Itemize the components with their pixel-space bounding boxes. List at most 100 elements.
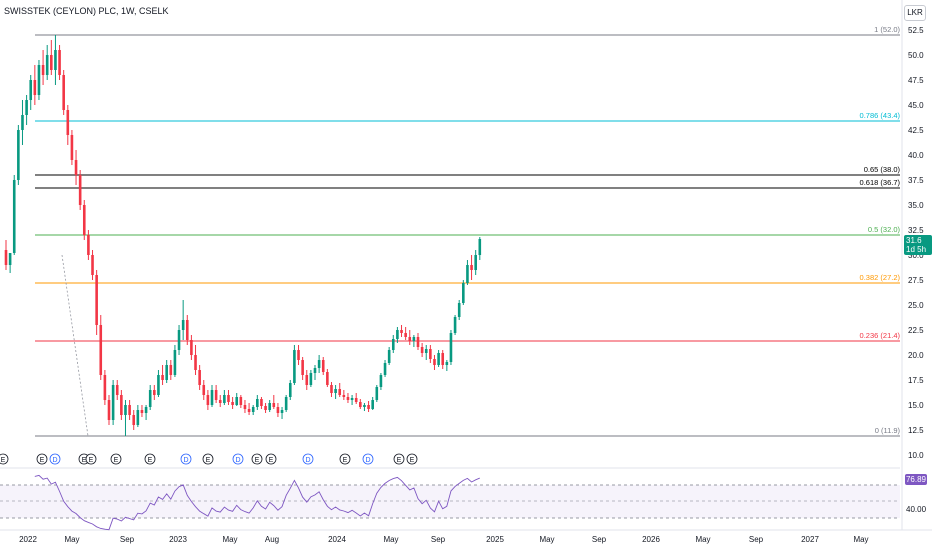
candle-body <box>276 407 280 413</box>
candle-body <box>387 350 391 363</box>
candle-body <box>321 360 325 372</box>
fib-level-label: 0.382 (27.2) <box>860 273 901 282</box>
currency-button[interactable]: LKR <box>904 5 926 21</box>
earnings-event-icon <box>0 453 9 465</box>
x-tick-label: May <box>64 535 79 544</box>
candle-body <box>33 80 37 95</box>
candle-body <box>235 397 239 405</box>
last-price-tag: 31.6 1d 5h <box>904 235 932 255</box>
rsi-value-tag: 76.89 <box>905 474 927 485</box>
candle-body <box>231 402 234 405</box>
event-label: D <box>305 457 310 464</box>
candle-body <box>17 130 20 180</box>
event-label: E <box>1 457 6 464</box>
y-tick-label: 25.0 <box>908 301 924 310</box>
candle-body <box>107 400 111 420</box>
y-tick-label: 35.0 <box>908 201 924 210</box>
event-label: E <box>343 457 348 464</box>
rsi-band <box>0 485 900 518</box>
candle-body <box>391 339 395 350</box>
event-label: E <box>89 457 94 464</box>
candle-body <box>45 55 49 75</box>
candle-body <box>408 337 412 341</box>
candle-body <box>338 389 342 395</box>
candle-body <box>223 395 226 403</box>
last-price-value: 31.6 <box>906 236 922 245</box>
event-label: E <box>82 457 87 464</box>
candle-body <box>111 385 115 420</box>
x-tick-label: Sep <box>431 535 446 544</box>
earnings-event-icon <box>110 453 122 465</box>
rsi-line <box>34 474 480 531</box>
candle-body <box>330 385 333 393</box>
candle-body <box>210 390 214 405</box>
x-tick-label: 2025 <box>486 535 504 544</box>
candle-body <box>449 333 453 362</box>
candle-body <box>453 317 457 333</box>
earnings-event-icon <box>265 453 277 465</box>
candle-body <box>190 340 193 355</box>
dividend-event-icon <box>232 453 244 465</box>
y-tick-label: 45.0 <box>908 101 924 110</box>
x-tick-label: 2022 <box>19 535 37 544</box>
candle-body <box>136 410 140 425</box>
x-tick-label: Sep <box>749 535 764 544</box>
candle-body <box>29 80 33 100</box>
y-tick-label: 32.5 <box>908 226 924 235</box>
candle-body <box>371 400 374 409</box>
candle-body <box>367 405 370 409</box>
candle-body <box>218 400 222 403</box>
y-tick-label: 20.0 <box>908 351 924 360</box>
event-label: D <box>235 457 240 464</box>
event-label: E <box>269 457 274 464</box>
candle-body <box>457 303 461 317</box>
x-tick-label: 2024 <box>328 535 346 544</box>
candle-body <box>66 110 70 135</box>
candle-body <box>82 205 86 235</box>
candle-body <box>41 65 45 75</box>
candle-body <box>74 160 78 175</box>
x-tick-label: May <box>222 535 237 544</box>
event-label: D <box>52 457 57 464</box>
candle-body <box>185 320 189 340</box>
candle-body <box>346 397 350 400</box>
candle-body <box>288 383 292 397</box>
candle-body <box>202 385 206 395</box>
candle-body <box>326 372 329 385</box>
candle-body <box>8 253 12 265</box>
earnings-event-icon <box>406 453 418 465</box>
candle-body <box>379 375 383 387</box>
event-label: E <box>40 457 45 464</box>
candle-body <box>37 65 41 95</box>
candle-body <box>478 239 482 255</box>
y-tick-label: 52.5 <box>908 26 924 35</box>
candle-body <box>214 390 218 400</box>
fib-level-label: 0.236 (21.4) <box>860 331 901 340</box>
y-tick-label: 42.5 <box>908 126 924 135</box>
candle-body <box>251 407 255 412</box>
candle-body <box>256 399 259 407</box>
candle-body <box>243 405 247 409</box>
candle-body <box>359 402 362 407</box>
event-label: E <box>397 457 402 464</box>
candle-body <box>132 415 136 425</box>
candle-body <box>474 255 477 270</box>
candle-body <box>268 403 271 410</box>
earnings-event-icon <box>85 453 97 465</box>
y-tick-label: 12.5 <box>908 426 924 435</box>
bar-countdown: 1d 5h <box>906 245 927 254</box>
candle-body <box>429 349 432 359</box>
candle-body <box>445 362 449 365</box>
candle-body <box>177 330 181 350</box>
x-tick-label: Aug <box>265 535 279 544</box>
event-label: E <box>206 457 211 464</box>
candle-body <box>194 355 197 370</box>
earnings-event-icon <box>393 453 405 465</box>
candle-body <box>120 395 123 415</box>
candle-body <box>78 175 82 205</box>
x-tick-label: May <box>383 535 398 544</box>
event-label: E <box>410 457 415 464</box>
candle-body <box>50 55 53 70</box>
y-tick-label: 30.0 <box>908 251 924 260</box>
